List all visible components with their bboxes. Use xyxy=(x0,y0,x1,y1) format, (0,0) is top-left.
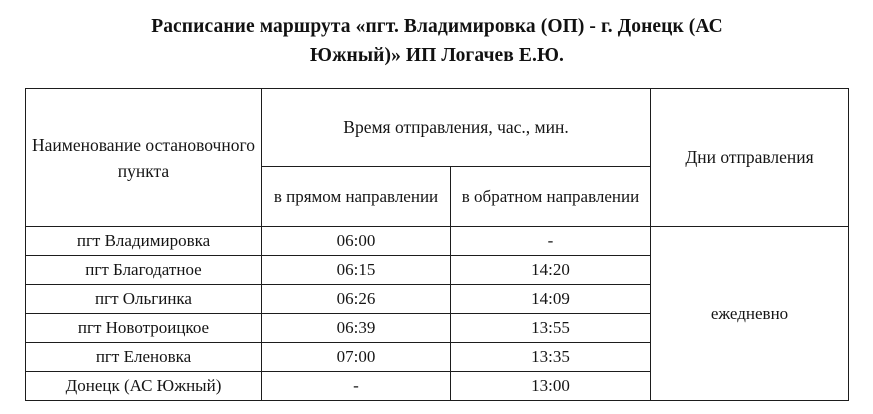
table-row: пгт Еленовка 07:00 13:35 xyxy=(25,342,849,372)
table-header: Наименование остановочного пункта Время … xyxy=(25,88,850,227)
page-title-line-1: Расписание маршрута «пгт. Владимировка (… xyxy=(151,16,723,37)
cell-stop-name: пгт Новотроицкое xyxy=(25,313,262,343)
cell-stop-name: пгт Владимировка xyxy=(25,226,262,256)
table-row: пгт Благодатное 06:15 14:20 xyxy=(25,255,849,285)
cell-stop-name: Донецк (АС Южный) xyxy=(25,371,262,401)
page-title: Расписание маршрута «пгт. Владимировка (… xyxy=(63,12,811,70)
cell-departure-days: ежедневно xyxy=(650,226,850,401)
table-body: пгт Владимировка 06:00 - ежедневно пгт Б… xyxy=(25,226,850,401)
cell-backward-time: 14:09 xyxy=(449,284,652,314)
table-row: Донецк (АС Южный) - 13:00 xyxy=(25,371,849,401)
page-title-line-2: Южный)» ИП Логачев Е.Ю. xyxy=(309,45,565,66)
header-stop-name: Наименование остановочного пункта xyxy=(25,88,262,227)
route-schedule-table: Наименование остановочного пункта Время … xyxy=(25,88,850,401)
cell-forward-time: 06:26 xyxy=(261,284,451,314)
table-row: пгт Владимировка 06:00 - ежедневно xyxy=(25,226,850,401)
cell-forward-time: 07:00 xyxy=(261,342,451,372)
cell-forward-time: - xyxy=(261,371,451,401)
cell-backward-time: 13:00 xyxy=(449,371,652,401)
header-departure-time-group: Время отправления, час., мин. xyxy=(260,88,652,167)
cell-backward-time: 13:55 xyxy=(449,313,652,343)
cell-backward-time: 13:35 xyxy=(449,342,652,372)
cell-backward-time: 14:20 xyxy=(449,255,652,285)
cell-forward-time: 06:00 xyxy=(261,226,451,256)
table-header-row-2: в прямом направлении в обратном направле… xyxy=(26,166,849,227)
table-row: пгт Ольгинка 06:26 14:09 xyxy=(25,284,849,314)
table-row: пгт Новотроицкое 06:39 13:55 xyxy=(25,313,849,343)
cell-stop-name: пгт Ольгинка xyxy=(25,284,262,314)
cell-forward-time: 06:39 xyxy=(261,313,451,343)
table-header-row-1: Наименование остановочного пункта Время … xyxy=(25,88,850,227)
cell-stop-name: пгт Благодатное xyxy=(25,255,262,285)
header-forward-direction: в прямом направлении xyxy=(261,166,451,227)
cell-forward-time: 06:15 xyxy=(261,255,451,285)
header-backward-direction: в обратном направлении xyxy=(449,166,652,227)
cell-backward-time: - xyxy=(449,226,652,256)
header-departure-days: Дни отправления xyxy=(650,88,850,227)
cell-stop-name: пгт Еленовка xyxy=(25,342,262,372)
